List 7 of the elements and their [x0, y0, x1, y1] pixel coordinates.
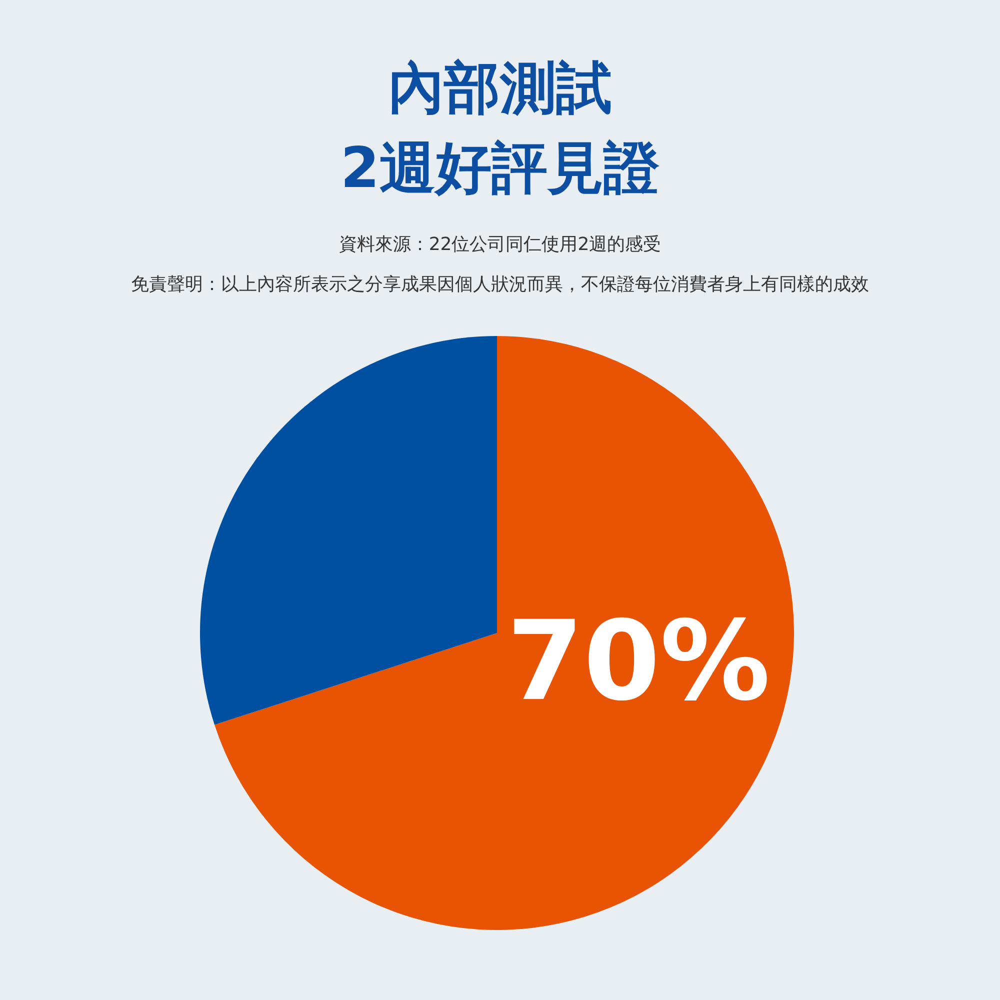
data-label: 70% — [506, 596, 770, 725]
pie-slice — [200, 336, 497, 725]
text: 免責聲明：以上內容所表示之分享成果因個人狀況而異，不保證每位消費者身上有同樣的成效 — [131, 274, 869, 295]
source-note: 資料來源：22位公司同仁使用2週的感受 — [338, 234, 662, 255]
text: 內部測試 — [388, 56, 612, 121]
pie-slice — [214, 336, 794, 930]
text: 2週好評見證 — [340, 136, 660, 201]
